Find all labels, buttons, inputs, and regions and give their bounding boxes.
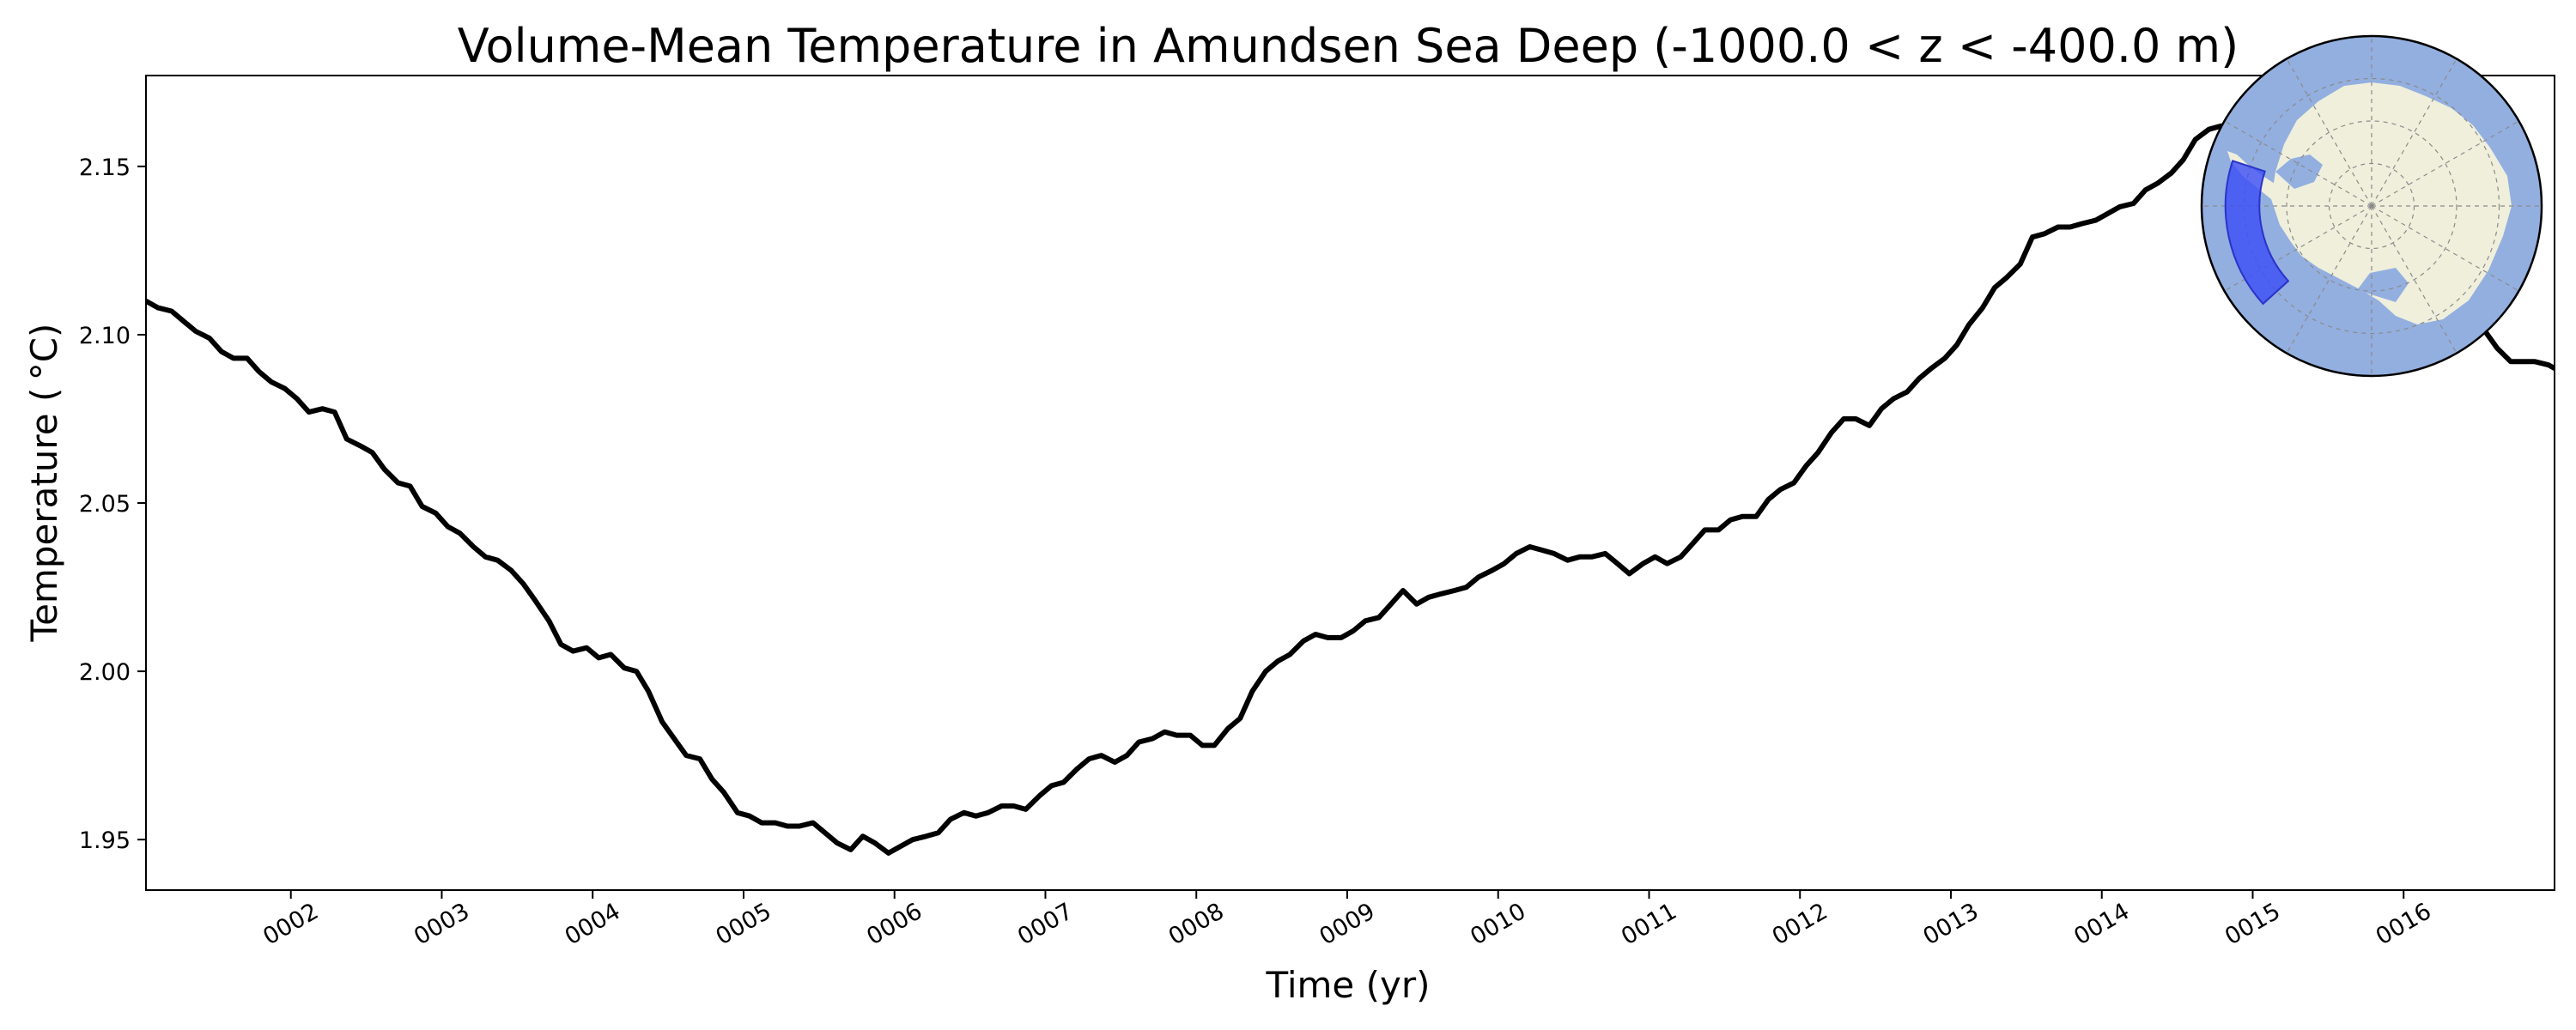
latitude-circle xyxy=(2286,120,2458,292)
y-tick-label: 1.95 xyxy=(79,827,131,854)
x-tick-label: 0010 xyxy=(1466,898,1530,950)
x-tick-label: 0002 xyxy=(258,898,323,950)
map-outline xyxy=(2200,34,2543,378)
y-tick-label: 2.15 xyxy=(79,154,131,181)
x-axis: 0002 0003 0004 0005 0006 0007 0008 0009 0010 0011… xyxy=(258,890,2436,950)
x-tick-label: 0016 xyxy=(2372,898,2436,950)
amundsen-sea-highlight xyxy=(2224,160,2290,306)
x-tick-label: 0011 xyxy=(1617,898,1681,950)
meridian-line xyxy=(2371,205,2519,292)
meridian-line xyxy=(2224,205,2372,292)
ross-sea-inlet xyxy=(2357,268,2409,302)
meridian-line xyxy=(2371,58,2458,207)
meridian-line xyxy=(2286,58,2372,207)
meridian-line xyxy=(2286,205,2372,354)
antarctica-landmass xyxy=(2271,82,2512,324)
meridian-line xyxy=(2371,205,2458,354)
x-tick-label: 0012 xyxy=(1768,898,1832,950)
temperature-series-line xyxy=(146,123,2555,856)
meridian-line xyxy=(2371,120,2519,207)
x-tick-label: 0005 xyxy=(711,898,775,950)
x-tick-label: 0004 xyxy=(561,898,625,950)
y-tick-label: 2.05 xyxy=(79,491,131,518)
x-tick-label: 0007 xyxy=(1013,898,1078,950)
meridian-line xyxy=(2224,120,2372,207)
y-tick-label: 2.10 xyxy=(79,323,131,349)
plot-frame xyxy=(145,75,2555,891)
latitude-circle xyxy=(2328,162,2415,250)
x-axis-label: Time (yr) xyxy=(1265,964,1430,1006)
x-tick-label: 0015 xyxy=(2221,898,2285,950)
x-tick-label: 0014 xyxy=(2069,898,2134,950)
y-axis-label: Temperature ( °C) xyxy=(23,324,65,643)
y-axis: 1.95 2.00 2.05 2.10 2.15 xyxy=(79,154,146,854)
y-tick-label: 2.00 xyxy=(79,659,131,686)
chart-title: Volume-Mean Temperature in Amundsen Sea … xyxy=(458,19,2239,73)
x-tick-label: 0013 xyxy=(1918,898,1983,950)
x-tick-label: 0008 xyxy=(1164,898,1229,950)
antarctica-inset-map xyxy=(2200,34,2543,378)
x-tick-label: 0006 xyxy=(862,898,927,950)
weddell-sea-inlet xyxy=(2275,154,2323,189)
x-tick-label: 0009 xyxy=(1315,898,1379,950)
latitude-circle xyxy=(2243,77,2500,335)
x-tick-label: 0003 xyxy=(410,898,474,950)
